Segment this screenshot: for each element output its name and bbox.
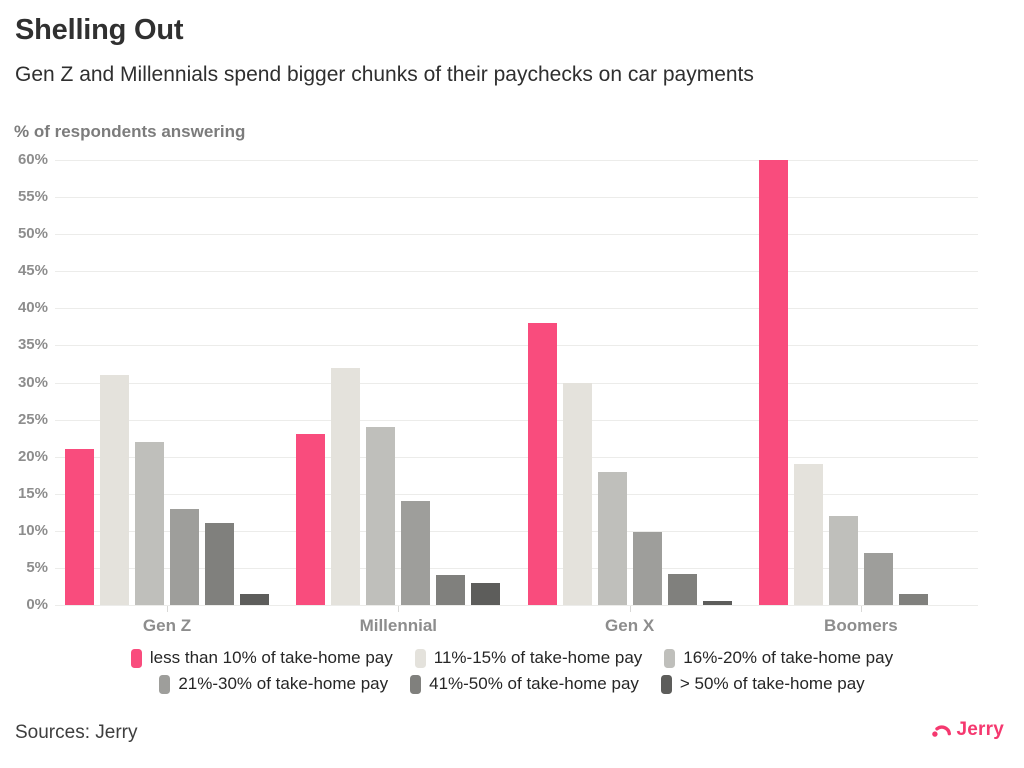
jerry-logo-icon — [931, 725, 951, 737]
chart-legend: less than 10% of take-home pay 11%-15% of… — [0, 645, 1024, 697]
bar-gen-z-s3 — [135, 441, 164, 605]
jerry-logo-text: Jerry — [956, 719, 1004, 740]
y-axis-tick-label: 40% — [17, 299, 48, 317]
y-axis-tick-label: 30% — [17, 373, 48, 391]
bar-gen-z-s2 — [100, 375, 129, 605]
y-axis-title: % of respondents answering — [14, 122, 246, 141]
bar-millennial-s6 — [471, 582, 501, 606]
legend-swatch-icon — [414, 648, 426, 668]
grid-line — [55, 530, 978, 532]
legend-item: > 50% of take-home pay — [660, 674, 865, 694]
grid-line — [55, 456, 978, 458]
bar-gen-x-s3 — [597, 471, 627, 605]
legend-label: > 50% of take-home pay — [679, 674, 865, 693]
legend-item: 11%-15% of take-home pay — [414, 648, 643, 668]
y-axis-tick-label: 0% — [26, 596, 48, 613]
source-note: Sources: Jerry — [15, 722, 138, 743]
grid-line — [55, 493, 978, 495]
bar-gen-x-s4 — [632, 532, 662, 605]
y-axis-tick-label: 55% — [17, 188, 48, 206]
legend-row: less than 10% of take-home pay 11%-15% of… — [120, 645, 904, 671]
y-axis-tick-label: 45% — [17, 262, 48, 280]
grid-line — [55, 419, 978, 421]
legend-label: 16%-20% of take-home pay — [683, 648, 894, 667]
category-label: Millennial — [359, 616, 438, 635]
legend-swatch-icon — [159, 674, 171, 694]
jerry-logo: Jerry — [930, 719, 1005, 741]
y-axis-tick-label: 15% — [17, 484, 48, 502]
legend-row: 21%-30% of take-home pay 41%-50% of take-… — [148, 671, 875, 697]
legend-item: 21%-30% of take-home pay — [159, 674, 388, 694]
bar-millennial-s5 — [436, 575, 466, 605]
grid-line — [55, 308, 978, 310]
category-label: Boomers — [824, 616, 898, 635]
grid-line — [55, 234, 978, 236]
bar-gen-x-s5 — [667, 573, 697, 606]
bar-boomers-s3 — [828, 516, 858, 605]
grid-line — [55, 567, 978, 569]
bar-millennial-s2 — [331, 367, 361, 605]
legend-label: less than 10% of take-home pay — [149, 648, 393, 667]
bar-boomers-s4 — [863, 553, 893, 605]
y-axis-tick-label: 35% — [17, 336, 48, 354]
bar-gen-x-s6 — [702, 601, 732, 605]
grid-line — [55, 271, 978, 273]
x-axis-tick — [398, 606, 400, 612]
chart-subtitle: Gen Z and Millennials spend bigger chunk… — [15, 63, 754, 86]
bar-millennial-s1 — [296, 434, 326, 605]
grid-line — [55, 382, 978, 384]
category-label: Gen X — [605, 616, 655, 635]
bar-gen-z-s1 — [65, 449, 94, 606]
bar-gen-z-s6 — [240, 593, 269, 605]
x-axis-tick — [629, 606, 631, 612]
legend-item: 16%-20% of take-home pay — [664, 648, 893, 668]
bar-boomers-s1 — [758, 160, 788, 605]
chart-title: Shelling Out — [15, 14, 184, 46]
grid-line — [55, 160, 978, 161]
y-axis-tick-label: 10% — [17, 521, 48, 539]
y-axis-tick-label: 20% — [17, 447, 48, 465]
legend-label: 11%-15% of take-home pay — [433, 648, 643, 667]
bar-gen-x-s1 — [527, 323, 557, 605]
legend-label: 21%-30% of take-home pay — [178, 674, 389, 693]
legend-swatch-icon — [130, 648, 142, 668]
bar-boomers-s2 — [793, 464, 823, 605]
legend-swatch-icon — [664, 648, 676, 668]
bar-gen-z-s5 — [205, 523, 234, 605]
y-axis-tick-label: 5% — [26, 558, 48, 576]
grid-line — [55, 345, 978, 347]
bar-boomers-s5 — [898, 593, 928, 605]
legend-item: 41%-50% of take-home pay — [410, 674, 639, 694]
x-axis-tick — [167, 606, 168, 612]
bar-gen-x-s2 — [562, 382, 592, 605]
bar-gen-z-s4 — [170, 508, 199, 605]
bar-millennial-s3 — [366, 427, 396, 605]
legend-swatch-icon — [410, 674, 422, 694]
legend-item: less than 10% of take-home pay — [130, 648, 393, 668]
legend-swatch-icon — [660, 674, 672, 694]
x-axis-tick — [860, 606, 862, 612]
y-axis-tick-label: 25% — [17, 410, 48, 428]
bar-millennial-s4 — [401, 501, 431, 605]
legend-label: 41%-50% of take-home pay — [429, 674, 639, 693]
grid-line — [55, 605, 978, 606]
grid-line — [55, 197, 978, 199]
y-axis-tick-label: 50% — [17, 225, 48, 243]
y-axis-tick-label: 60% — [17, 151, 48, 168]
category-label: Gen Z — [142, 616, 192, 635]
